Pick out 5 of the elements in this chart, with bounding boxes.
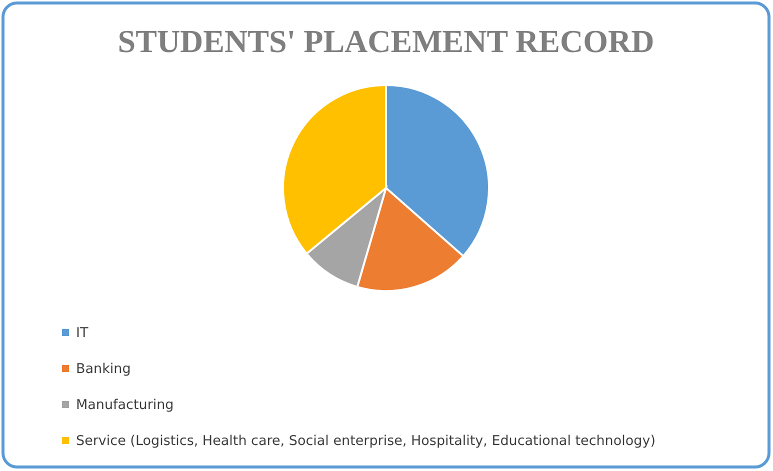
legend-label: Manufacturing: [76, 397, 174, 413]
chart-title: STUDENTS' PLACEMENT RECORD: [118, 23, 654, 59]
legend-label: Banking: [76, 361, 131, 377]
legend-label: Service (Logistics, Health care, Social enterprise, Hospitality, Educational technology): [76, 433, 656, 449]
legend-label: IT: [76, 325, 89, 341]
